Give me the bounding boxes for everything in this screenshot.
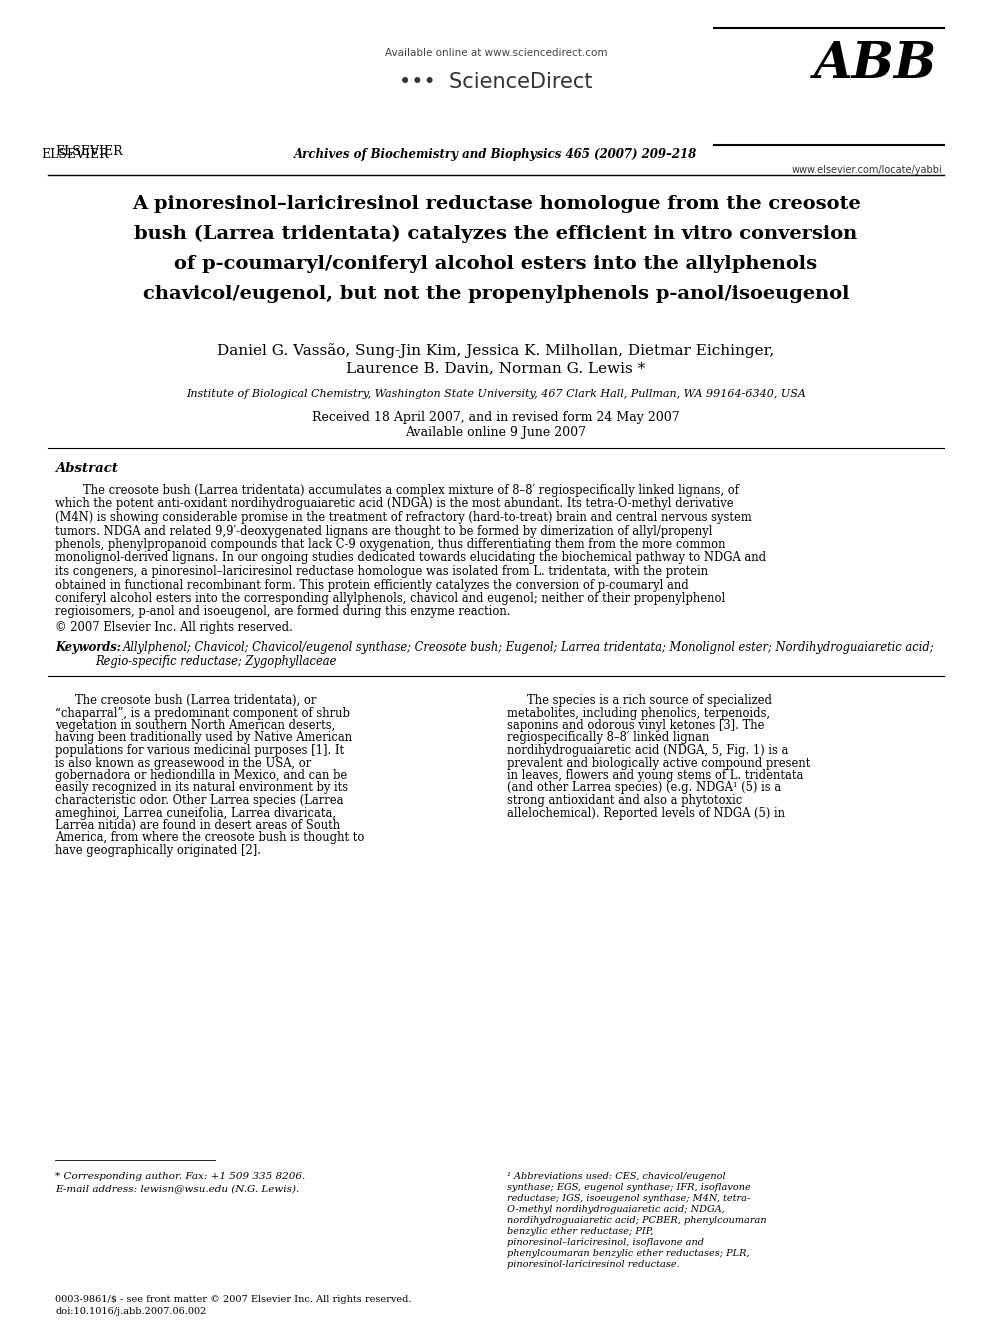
Text: ¹ Abbreviations used: CES, chavicol/eugenol: ¹ Abbreviations used: CES, chavicol/euge… [507, 1172, 725, 1181]
Text: Laurence B. Davin, Norman G. Lewis *: Laurence B. Davin, Norman G. Lewis * [346, 361, 646, 374]
Text: ABB: ABB [813, 40, 937, 89]
Text: Received 18 April 2007, and in revised form 24 May 2007: Received 18 April 2007, and in revised f… [312, 411, 680, 423]
Text: The creosote bush (Larrea tridentata), or: The creosote bush (Larrea tridentata), o… [75, 695, 316, 706]
Text: saponins and odorous vinyl ketones [3]. The: saponins and odorous vinyl ketones [3]. … [507, 718, 765, 732]
Text: easily recognized in its natural environment by its: easily recognized in its natural environ… [55, 782, 348, 795]
Text: Abstract: Abstract [55, 462, 118, 475]
Text: chavicol/eugenol, but not the propenylphenols p-anol/isoeugenol: chavicol/eugenol, but not the propenylph… [143, 284, 849, 303]
Text: Available online 9 June 2007: Available online 9 June 2007 [406, 426, 586, 439]
Text: obtained in functional recombinant form. This protein efficiently catalyzes the : obtained in functional recombinant form.… [55, 578, 688, 591]
Text: phenols, phenylpropanoid compounds that lack C-9 oxygenation, thus differentiati: phenols, phenylpropanoid compounds that … [55, 538, 725, 550]
Text: ELSEVIER: ELSEVIER [42, 148, 109, 161]
Text: coniferyl alcohol esters into the corresponding allylphenols, chavicol and eugen: coniferyl alcohol esters into the corres… [55, 591, 725, 605]
Text: of p-coumaryl/coniferyl alcohol esters into the allylphenols: of p-coumaryl/coniferyl alcohol esters i… [175, 255, 817, 273]
Text: O-methyl nordihydroguaiaretic acid; NDGA,: O-methyl nordihydroguaiaretic acid; NDGA… [507, 1205, 725, 1215]
Text: populations for various medicinal purposes [1]. It: populations for various medicinal purpos… [55, 744, 344, 757]
Text: Archives of Biochemistry and Biophysics 465 (2007) 209–218: Archives of Biochemistry and Biophysics … [295, 148, 697, 161]
Text: gobernadora or hediondilla in Mexico, and can be: gobernadora or hediondilla in Mexico, an… [55, 769, 347, 782]
Text: have geographically originated [2].: have geographically originated [2]. [55, 844, 261, 857]
Text: metabolites, including phenolics, terpenoids,: metabolites, including phenolics, terpen… [507, 706, 770, 720]
Text: which the potent anti-oxidant nordihydroguaiaretic acid (NDGA) is the most abund: which the potent anti-oxidant nordihydro… [55, 497, 734, 511]
Text: A pinoresinol–lariciresinol reductase homologue from the creosote: A pinoresinol–lariciresinol reductase ho… [132, 194, 860, 213]
Text: regiospecifically 8–8′ linked lignan: regiospecifically 8–8′ linked lignan [507, 732, 709, 745]
Text: phenylcoumaran benzylic ether reductases; PLR,: phenylcoumaran benzylic ether reductases… [507, 1249, 750, 1258]
Text: E-mail address: lewisn@wsu.edu (N.G. Lewis).: E-mail address: lewisn@wsu.edu (N.G. Lew… [55, 1184, 300, 1193]
Text: strong antioxidant and also a phytotoxic: strong antioxidant and also a phytotoxic [507, 794, 742, 807]
Text: nordihydroguaiaretic acid; PCBER, phenylcoumaran: nordihydroguaiaretic acid; PCBER, phenyl… [507, 1216, 767, 1225]
Text: is also known as greasewood in the USA, or: is also known as greasewood in the USA, … [55, 757, 311, 770]
Text: “chaparral”, is a predominant component of shrub: “chaparral”, is a predominant component … [55, 706, 350, 720]
Text: 0003-9861/$ - see front matter © 2007 Elsevier Inc. All rights reserved.: 0003-9861/$ - see front matter © 2007 El… [55, 1295, 412, 1304]
Text: The species is a rich source of specialized: The species is a rich source of speciali… [527, 695, 772, 706]
Text: doi:10.1016/j.abb.2007.06.002: doi:10.1016/j.abb.2007.06.002 [55, 1307, 206, 1316]
Text: Keywords:: Keywords: [55, 642, 121, 654]
Text: Institute of Biological Chemistry, Washington State University, 467 Clark Hall, : Institute of Biological Chemistry, Washi… [186, 389, 806, 400]
Text: pinoresinol-lariciresinol reductase.: pinoresinol-lariciresinol reductase. [507, 1261, 680, 1269]
Text: ELSEVIER: ELSEVIER [55, 146, 123, 157]
Text: regioisomers, p-anol and isoeugenol, are formed during this enzyme reaction.: regioisomers, p-anol and isoeugenol, are… [55, 606, 511, 618]
Text: tumors. NDGA and related 9,9′-deoxygenated lignans are thought to be formed by d: tumors. NDGA and related 9,9′-deoxygenat… [55, 524, 712, 537]
Text: its congeners, a pinoresinol–lariciresinol reductase homologue was isolated from: its congeners, a pinoresinol–lariciresin… [55, 565, 708, 578]
Text: monolignol-derived lignans. In our ongoing studies dedicated towards elucidating: monolignol-derived lignans. In our ongoi… [55, 552, 766, 565]
Text: •••  ScienceDirect: ••• ScienceDirect [399, 71, 593, 93]
Text: Larrea nitida) are found in desert areas of South: Larrea nitida) are found in desert areas… [55, 819, 340, 832]
Text: The creosote bush (Larrea tridentata) accumulates a complex mixture of 8–8′ regi: The creosote bush (Larrea tridentata) ac… [83, 484, 739, 497]
Text: characteristic odor. Other Larrea species (Larrea: characteristic odor. Other Larrea specie… [55, 794, 343, 807]
Text: * Corresponding author. Fax: +1 509 335 8206.: * Corresponding author. Fax: +1 509 335 … [55, 1172, 306, 1181]
Text: www.elsevier.com/locate/yabbi: www.elsevier.com/locate/yabbi [792, 165, 942, 175]
Text: America, from where the creosote bush is thought to: America, from where the creosote bush is… [55, 831, 364, 844]
Text: Available online at www.sciencedirect.com: Available online at www.sciencedirect.co… [385, 48, 607, 58]
Text: benzylic ether reductase; PIP,: benzylic ether reductase; PIP, [507, 1228, 654, 1236]
Text: ameghinoi, Larrea cuneifolia, Larrea divaricata,: ameghinoi, Larrea cuneifolia, Larrea div… [55, 807, 336, 819]
Text: bush (Larrea tridentata) catalyzes the efficient in vitro conversion: bush (Larrea tridentata) catalyzes the e… [134, 225, 858, 243]
Text: in leaves, flowers and young stems of L. tridentata: in leaves, flowers and young stems of L.… [507, 769, 804, 782]
Text: vegetation in southern North American deserts,: vegetation in southern North American de… [55, 718, 335, 732]
Text: having been traditionally used by Native American: having been traditionally used by Native… [55, 732, 352, 745]
Text: nordihydroguaiaretic acid (NDGA, 5, Fig. 1) is a: nordihydroguaiaretic acid (NDGA, 5, Fig.… [507, 744, 789, 757]
Text: allelochemical). Reported levels of NDGA (5) in: allelochemical). Reported levels of NDGA… [507, 807, 785, 819]
Text: © 2007 Elsevier Inc. All rights reserved.: © 2007 Elsevier Inc. All rights reserved… [55, 620, 293, 634]
Text: synthase; EGS, eugenol synthase; IFR, isoflavone: synthase; EGS, eugenol synthase; IFR, is… [507, 1183, 751, 1192]
Text: Daniel G. Vassão, Sung-Jin Kim, Jessica K. Milhollan, Dietmar Eichinger,: Daniel G. Vassão, Sung-Jin Kim, Jessica … [217, 343, 775, 359]
Text: reductase; IGS, isoeugenol synthase; M4N, tetra-: reductase; IGS, isoeugenol synthase; M4N… [507, 1195, 750, 1203]
Text: (and other Larrea species) (e.g. NDGA¹ (5) is a: (and other Larrea species) (e.g. NDGA¹ (… [507, 782, 781, 795]
Text: Regio-specific reductase; Zygophyllaceae: Regio-specific reductase; Zygophyllaceae [95, 655, 336, 668]
Text: Allylphenol; Chavicol; Chavicol/eugenol synthase; Creosote bush; Eugenol; Larrea: Allylphenol; Chavicol; Chavicol/eugenol … [123, 642, 934, 654]
Text: prevalent and biologically active compound present: prevalent and biologically active compou… [507, 757, 810, 770]
Text: pinoresinol–lariciresinol, isoflavone and: pinoresinol–lariciresinol, isoflavone an… [507, 1238, 704, 1248]
Text: (M4N) is showing considerable promise in the treatment of refractory (hard-to-tr: (M4N) is showing considerable promise in… [55, 511, 752, 524]
